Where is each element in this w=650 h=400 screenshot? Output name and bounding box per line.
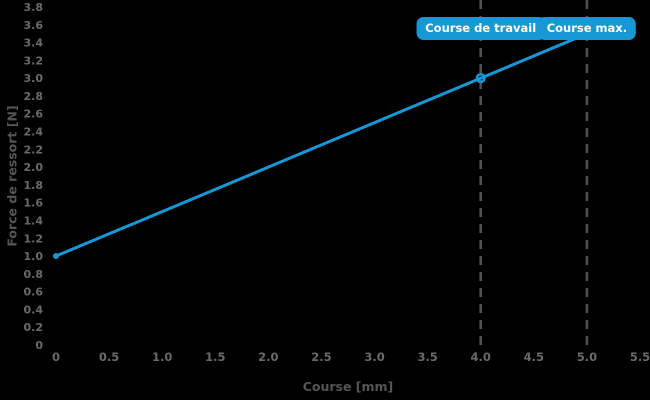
y-tick-label: 3.4 <box>24 37 44 50</box>
y-tick-label: 1.4 <box>24 214 44 227</box>
y-tick-label: 3.0 <box>24 72 44 85</box>
x-tick-label: 2.0 <box>258 350 278 364</box>
y-axis-title: Force de ressort [N] <box>4 105 20 247</box>
y-tick-label: 0.6 <box>24 286 44 299</box>
x-tick-label: 3.5 <box>417 350 437 364</box>
annotation-course-de-travail: Course de travail <box>416 17 546 40</box>
dot-marker <box>53 253 59 260</box>
x-tick-label: 5.0 <box>577 350 597 364</box>
y-tick-label: 0.8 <box>24 268 44 281</box>
x-tick-label: 0.5 <box>99 350 119 364</box>
y-tick-label: 2.2 <box>24 143 44 156</box>
y-tick-label: 2.0 <box>24 161 44 174</box>
x-tick-label: 1.0 <box>152 350 172 364</box>
y-tick-label: 2.6 <box>24 108 44 121</box>
y-tick-label: 1.2 <box>24 232 44 245</box>
y-tick-label: 1.0 <box>24 250 44 263</box>
x-tick-label: 4.5 <box>524 350 544 364</box>
y-tick-label: 0.2 <box>24 321 44 334</box>
open-circle-marker <box>475 73 486 84</box>
y-tick-label: 3.2 <box>24 54 44 67</box>
y-tick-label: 3.8 <box>24 1 44 14</box>
y-tick-label: 2.4 <box>24 126 44 139</box>
annotation-course-max: Course max. <box>537 17 637 40</box>
y-tick-label: 1.8 <box>24 179 44 192</box>
x-tick-label: 2.5 <box>311 350 331 364</box>
y-tick-label: 0 <box>35 339 43 352</box>
x-tick-label: 5.5 <box>630 350 650 364</box>
x-tick-label: 3.0 <box>364 350 384 364</box>
series-line <box>55 32 588 258</box>
x-tick-label: 0 <box>52 350 60 364</box>
x-axis-title: Course [mm] <box>302 379 394 394</box>
y-tick-label: 3.6 <box>24 19 44 32</box>
x-tick-label: 4.0 <box>471 350 491 364</box>
y-tick-label: 2.8 <box>24 90 44 103</box>
y-tick-label: 1.6 <box>24 197 44 210</box>
x-tick-label: 1.5 <box>205 350 225 364</box>
y-tick-label: 0.4 <box>24 303 44 316</box>
